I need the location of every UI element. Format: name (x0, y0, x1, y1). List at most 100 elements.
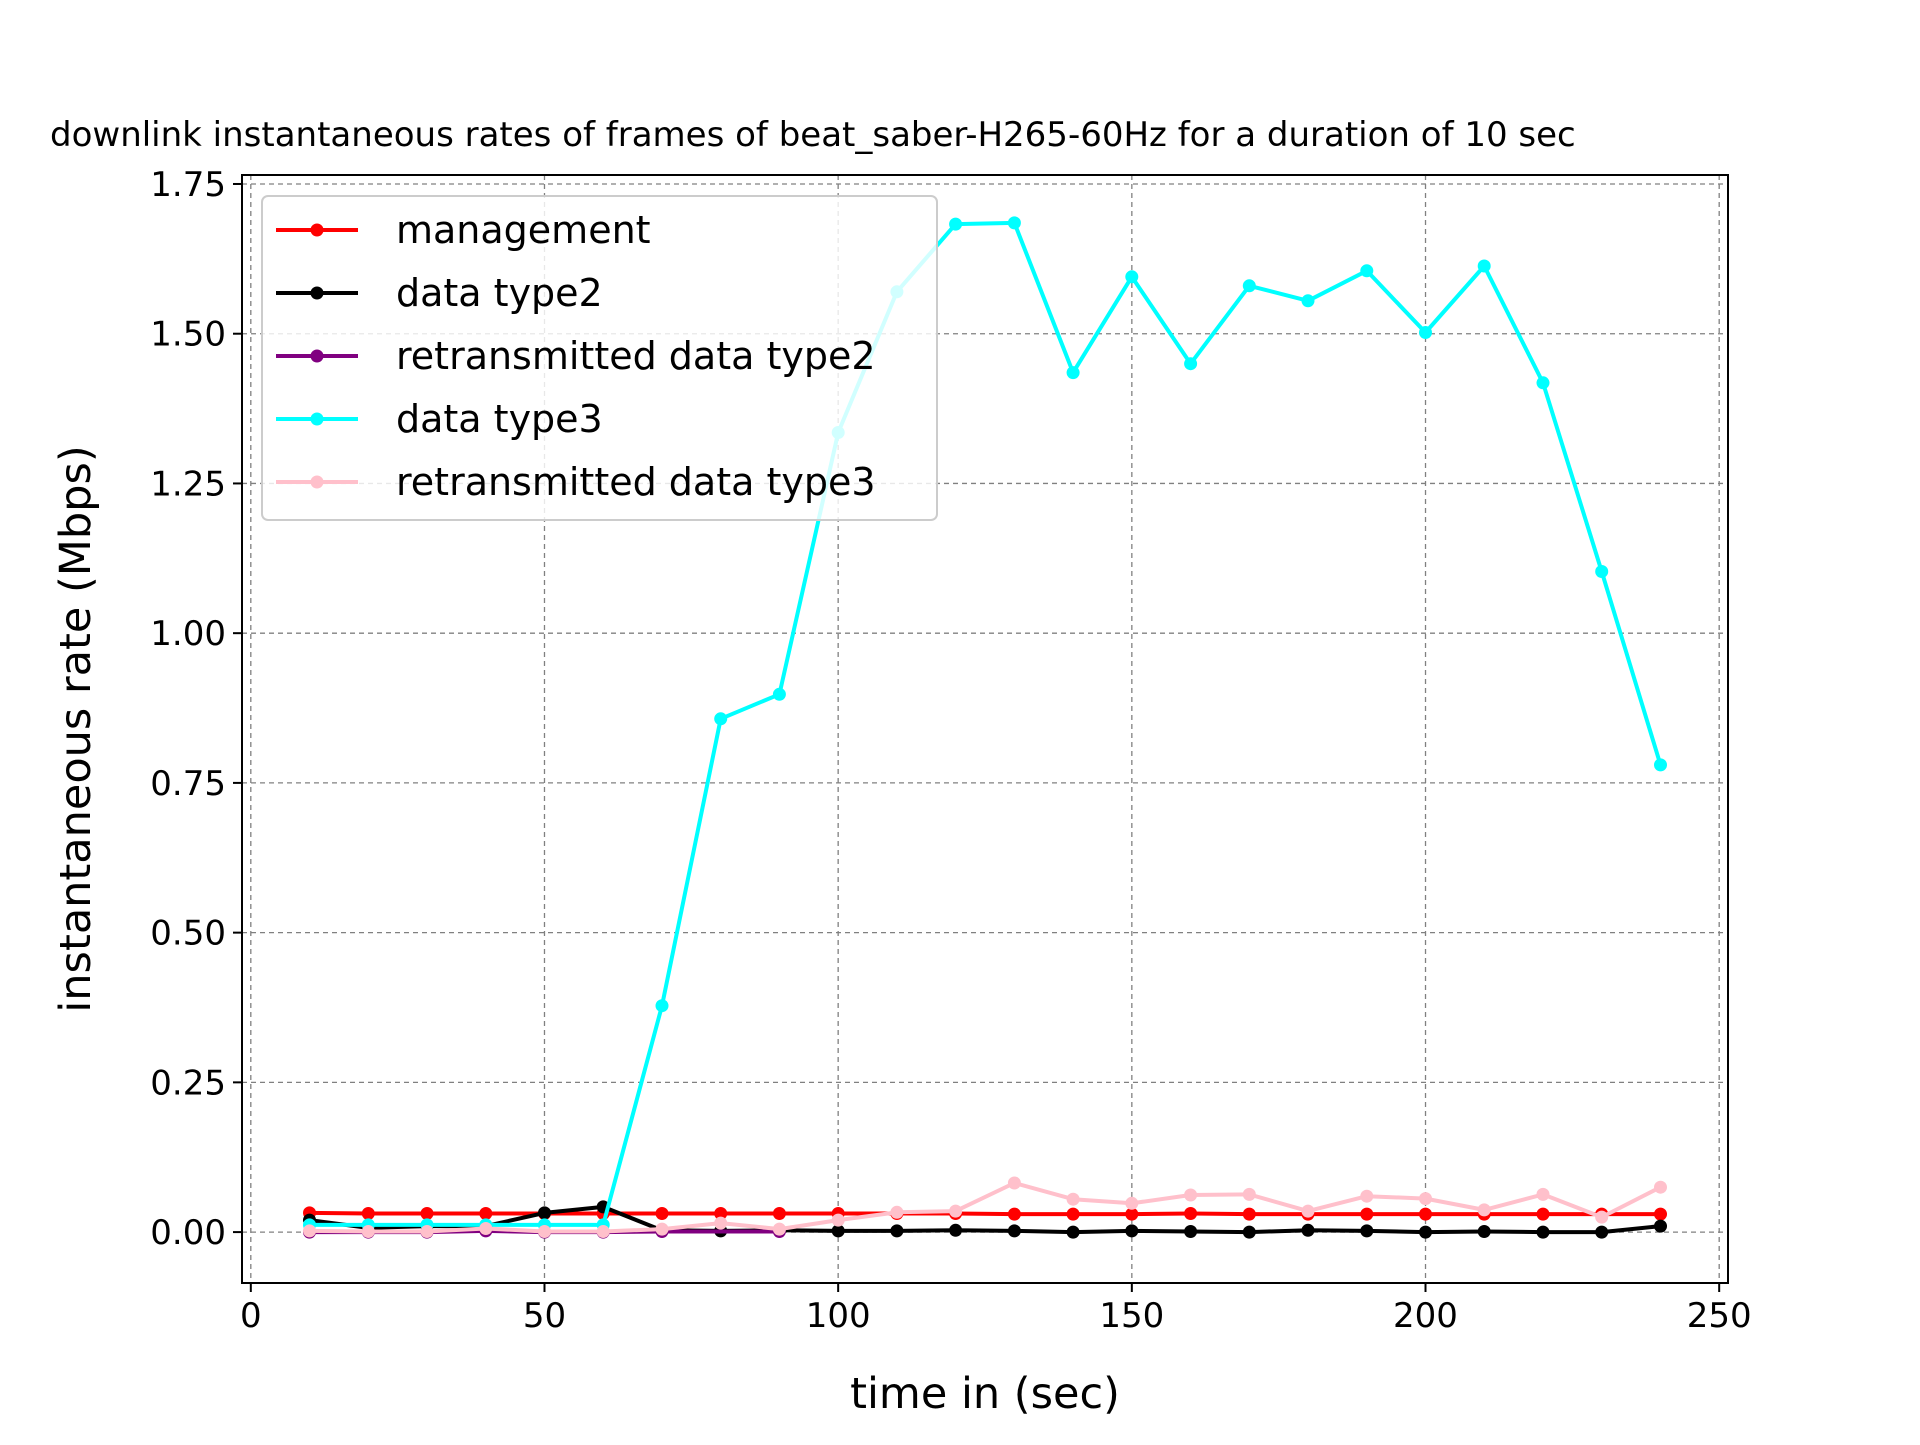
data-point (890, 1205, 904, 1219)
data-point (1595, 1210, 1609, 1224)
data-point (655, 999, 669, 1013)
y-tick-label: 1.00 (150, 614, 226, 654)
x-tick-label: 50 (523, 1296, 566, 1336)
data-point (1007, 1207, 1021, 1221)
legend: management data type2 retransmitted data t… (261, 195, 938, 521)
data-point (1184, 357, 1198, 371)
data-point (479, 1222, 493, 1235)
series-line (309, 220, 1663, 1227)
legend-item: data type3 (276, 397, 603, 441)
data-point (1360, 1224, 1374, 1238)
data-point (1654, 758, 1667, 772)
data-point (1066, 1207, 1080, 1221)
x-tick-label: 0 (240, 1296, 262, 1336)
data-point (1419, 1192, 1432, 1206)
y-tick-label: 1.50 (150, 315, 226, 355)
data-point (361, 1207, 375, 1220)
legend-item: retransmitted data type3 (276, 460, 876, 504)
data-point (890, 1224, 904, 1238)
data-point (1536, 1207, 1550, 1221)
data-point (1419, 1225, 1432, 1239)
data-point (1536, 1187, 1550, 1201)
data-point (1419, 1207, 1432, 1221)
data-point (1242, 1187, 1256, 1201)
data-point (361, 1225, 375, 1238)
legend-item: management (276, 208, 651, 252)
data-point (1595, 1225, 1609, 1239)
series-management (303, 1206, 1667, 1221)
data-point (1125, 1224, 1139, 1238)
legend-label: data type3 (396, 397, 603, 441)
data-point (538, 1225, 551, 1238)
legend-label: data type2 (396, 271, 603, 315)
y-axis-label: instantaneous rate (Mbps) (51, 445, 101, 1012)
y-tick-label: 0.00 (150, 1213, 226, 1253)
plot-frame (241, 174, 1729, 1284)
data-point (1242, 1225, 1256, 1239)
legend-marker (310, 412, 324, 426)
x-tick-label: 250 (1687, 1296, 1752, 1336)
legend-label: management (396, 208, 651, 252)
data-point (1184, 1225, 1198, 1238)
data-point (1066, 1225, 1080, 1239)
data-point (1301, 1204, 1315, 1218)
data-point (420, 1207, 434, 1220)
data-point (949, 1204, 963, 1218)
legend-label: retransmitted data type2 (396, 334, 876, 378)
legend-marker (310, 286, 324, 300)
series-data-type2 (303, 1200, 1667, 1239)
data-point (1536, 376, 1550, 390)
data-point (655, 1222, 669, 1236)
data-point (1477, 259, 1491, 273)
data-point (1360, 264, 1374, 278)
y-tick-label: 1.75 (150, 165, 226, 205)
data-point (596, 1225, 610, 1238)
data-point (1007, 1176, 1021, 1190)
data-point (1477, 1203, 1491, 1217)
data-point (1125, 1196, 1139, 1210)
data-point (772, 687, 786, 701)
data-point (1007, 216, 1021, 230)
legend-item: retransmitted data type2 (276, 334, 876, 378)
x-tick-label: 200 (1393, 1296, 1458, 1336)
series-line (309, 1204, 1661, 1235)
data-point (1360, 1207, 1374, 1221)
data-point (655, 1207, 669, 1220)
series-retransmitted-data-type3 (303, 1176, 1667, 1238)
data-point (772, 1222, 786, 1236)
data-point (1654, 1180, 1667, 1194)
data-point (1654, 1219, 1667, 1233)
y-tick-label: 1.25 (150, 464, 226, 504)
chart-title: downlink instantaneous rates of frames o… (50, 115, 1576, 155)
x-tick-label: 150 (1099, 1296, 1164, 1336)
data-point (538, 1206, 551, 1220)
legend-item: data type2 (276, 271, 603, 315)
data-point (714, 712, 728, 726)
data-point (1184, 1207, 1198, 1220)
series-line (309, 1181, 1662, 1234)
data-point (1536, 1225, 1550, 1239)
data-point (1301, 1223, 1315, 1237)
x-tick-label: 100 (806, 1296, 871, 1336)
data-point (303, 1224, 316, 1238)
data-point (1477, 1225, 1491, 1238)
data-point (1066, 1192, 1080, 1206)
data-point (420, 1225, 434, 1238)
data-point (1242, 279, 1256, 293)
data-point (1007, 1224, 1021, 1238)
legend-marker (310, 223, 324, 237)
data-point (1066, 366, 1080, 380)
axis-ticks: 0 50 100 150 200 250 0.00 0.25 0.50 0.75 1.00 1.25 1… (150, 165, 1751, 1336)
y-tick-label: 0.75 (150, 764, 226, 804)
data-point (479, 1207, 493, 1220)
legend-label: retransmitted data type3 (396, 460, 876, 504)
data-point (1242, 1207, 1256, 1221)
data-point (1184, 1188, 1198, 1202)
data-point (1654, 1207, 1667, 1221)
legend-marker (310, 475, 324, 489)
data-point (831, 1224, 845, 1238)
data-point (1125, 270, 1139, 284)
data-point (1360, 1189, 1374, 1203)
